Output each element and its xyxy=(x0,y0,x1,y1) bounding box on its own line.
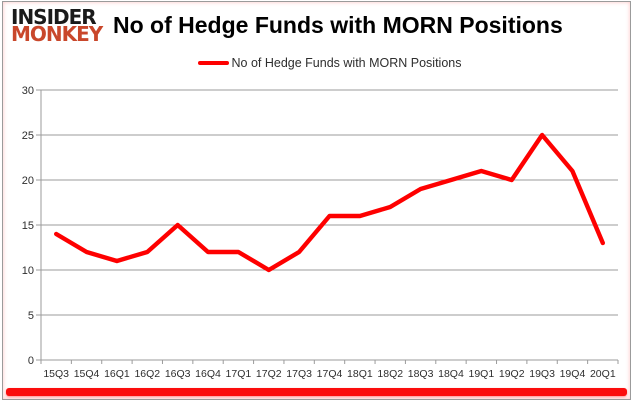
bottom-red-bar xyxy=(6,388,627,396)
x-axis-label: 16Q2 xyxy=(134,368,160,380)
x-axis-label: 18Q2 xyxy=(377,368,403,380)
x-axis-label: 20Q1 xyxy=(590,368,616,380)
insider-monkey-logo: INSIDER MONKEY xyxy=(11,5,113,46)
line-chart: 0 5 10 15 20 25 30 15Q3 15Q4 16Q1 16Q2 16Q3 16Q4 17Q1… xyxy=(22,85,619,380)
y-axis-label: 10 xyxy=(22,265,34,277)
chart-panel: INSIDER MONKEY No of Hedge Funds with MO… xyxy=(2,1,631,400)
y-axis-label: 25 xyxy=(22,130,34,142)
x-axis-label: 17Q3 xyxy=(286,368,312,380)
x-axis-label: 17Q2 xyxy=(256,368,282,380)
logo-text-monkey: MONKEY xyxy=(11,21,103,46)
x-axis-label: 15Q3 xyxy=(43,368,69,380)
x-axis-label: 19Q1 xyxy=(468,368,494,380)
y-axis-label: 30 xyxy=(22,85,34,97)
x-axis-label: 18Q4 xyxy=(438,368,464,380)
legend: No of Hedge Funds with MORN Positions xyxy=(41,56,618,70)
legend-label: No of Hedge Funds with MORN Positions xyxy=(231,56,462,70)
y-axis-label: 5 xyxy=(28,310,34,322)
x-axis-label: 16Q1 xyxy=(104,368,130,380)
data-series-line xyxy=(54,132,605,273)
x-axis-label: 16Q4 xyxy=(195,368,221,380)
x-axis-label: 16Q3 xyxy=(165,368,191,380)
x-axis-label: 18Q1 xyxy=(347,368,373,380)
x-axis-label: 19Q2 xyxy=(499,368,525,380)
x-axis-label: 19Q4 xyxy=(560,368,586,380)
chart-title: No of Hedge Funds with MORN Positions xyxy=(113,12,563,38)
y-axis-label: 15 xyxy=(22,220,34,232)
y-axis-label: 0 xyxy=(28,355,34,367)
x-axis-label: 17Q1 xyxy=(226,368,252,380)
logo-text-insider: INSIDER xyxy=(11,5,97,29)
x-axis-label: 19Q3 xyxy=(529,368,555,380)
x-axis-label: 15Q4 xyxy=(74,368,100,380)
x-axis-label: 18Q3 xyxy=(408,368,434,380)
legend-line-swatch xyxy=(197,61,229,65)
x-axis-label: 17Q4 xyxy=(317,368,343,380)
y-axis-label: 20 xyxy=(22,175,34,187)
